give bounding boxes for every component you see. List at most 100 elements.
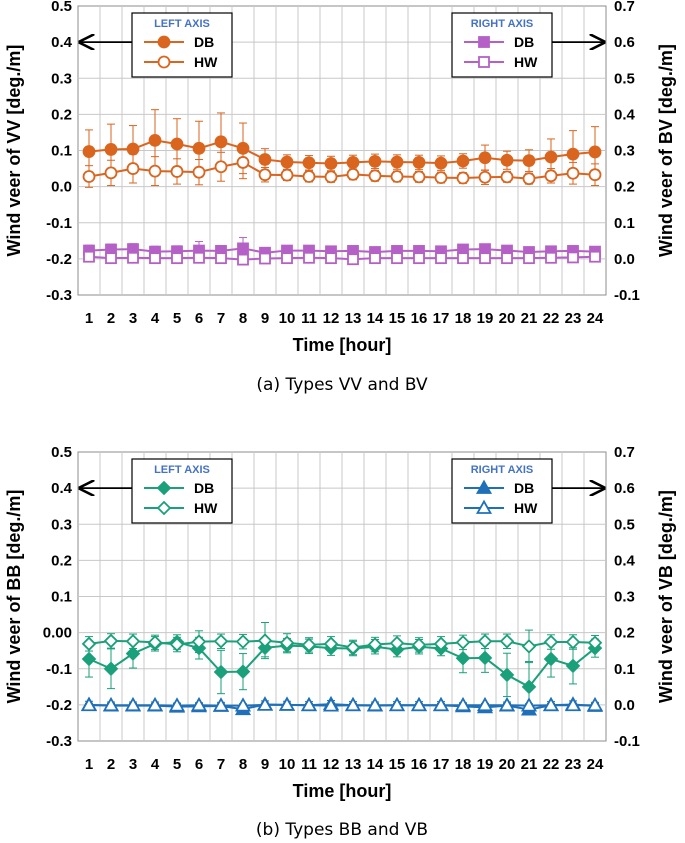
data-point-circle [456,154,470,168]
legend-marker-circle [157,35,171,49]
y-tick-label-left: 0.1 [51,589,72,606]
y-axis-title-left: Wind veer of VV [deg./m] [4,45,24,257]
x-tick-label: 6 [195,756,203,773]
x-tick-label: 14 [367,310,384,327]
data-point-square [127,251,139,264]
x-tick-label: 17 [433,756,450,773]
data-point-square [325,252,337,265]
legend-marker-diamond [156,500,172,516]
x-tick-label: 14 [367,756,384,773]
legend-box-left [131,458,233,524]
x-tick-label: 23 [565,310,582,327]
y-tick-label-right: 0.7 [614,0,635,15]
legend-marker [478,36,490,48]
data-point-triangle [102,696,120,712]
series-line [89,703,595,707]
legend-marker-triangle [475,499,493,514]
data-point-diamond [169,637,185,652]
data-point-diamond [323,636,339,652]
legend-marker [157,55,171,69]
y-axis-title-right: Wind veer of VB [deg./m] [656,490,676,703]
data-point-circle [280,155,294,169]
data-point-triangle [234,697,252,712]
series-hw-left [81,622,603,664]
data-point-circle [324,170,338,184]
data-point-diamond [565,634,581,650]
data-point-square [303,251,315,264]
x-tick-label: 17 [433,310,450,327]
data-point-diamond [213,634,229,649]
data-point-triangle [168,697,186,712]
data-point-circle [192,141,206,155]
data-point-circle [302,156,316,170]
data-point-diamond [147,635,163,650]
data-point-triangle [344,696,362,712]
x-tick-label: 8 [239,310,247,327]
data-point-diamond [477,650,493,666]
data-point-triangle [278,696,296,711]
y-tick-label-right: 0.2 [614,625,635,642]
y-tick-label-left: 0.00 [43,625,72,642]
data-point-diamond [499,667,515,683]
legend-marker-diamond [156,480,172,496]
data-point-diamond [257,633,273,648]
data-point-triangle [410,696,428,712]
data-point-diamond [565,658,581,674]
x-tick-label: 24 [587,310,604,327]
legend-label-left: DB [194,480,214,496]
data-point-circle [544,169,558,183]
data-point-square [523,252,535,265]
x-tick-label: 4 [151,756,160,773]
x-tick-label: 21 [521,756,538,773]
y-tick-label-right: 0.5 [614,516,635,533]
data-point-diamond [81,636,97,652]
y-tick-label-left: 0.2 [51,106,72,123]
x-tick-label: 10 [279,756,296,773]
legend-marker-square [478,56,490,68]
data-point-diamond [125,646,141,661]
data-point-triangle [498,696,516,712]
x-tick-label: 16 [411,756,428,773]
data-point-square [457,252,469,265]
x-tick-label: 13 [345,756,362,773]
figure-caption: (b) Types BB and VB [256,820,428,840]
x-tick-label: 7 [217,310,225,327]
y-tick-label-right: -0.1 [614,287,640,304]
legend-label-right: HW [514,54,538,70]
data-point-square [149,252,161,265]
data-point-circle [324,157,338,170]
data-point-diamond [477,634,493,649]
data-point-triangle [146,696,164,712]
y-tick-label-left: -0.1 [46,661,72,678]
y-tick-label-right: 0.5 [614,70,635,87]
data-point-circle [478,151,492,165]
data-point-diamond [587,635,603,651]
x-tick-label: 24 [587,756,604,773]
data-point-circle [566,166,580,180]
legend-marker [475,479,493,494]
y-tick-label-left: -0.2 [46,697,72,714]
data-point-circle [280,168,294,182]
data-point-triangle [190,696,208,712]
legend-label-left: DB [194,34,214,50]
x-tick-label: 18 [455,310,472,327]
data-point-circle [170,137,184,151]
x-tick-label: 3 [129,756,137,773]
x-tick-label: 16 [411,310,428,327]
data-point-circle [126,162,140,175]
y-tick-label-right: 0.4 [614,552,636,569]
data-point-diamond [213,664,229,680]
data-point-triangle [586,696,604,712]
data-point-circle [456,171,470,185]
data-point-circle [302,170,316,183]
legend-heading-left: LEFT AXIS [154,18,210,30]
data-point-diamond [455,651,471,666]
data-point-square [369,252,381,265]
data-point-square [281,252,293,265]
data-point-diamond [367,637,383,652]
legend-marker-triangle [475,479,493,494]
data-point-square [413,252,425,265]
legend-label-left: HW [194,500,218,516]
data-point-triangle [322,697,340,712]
x-tick-label: 20 [499,756,516,773]
